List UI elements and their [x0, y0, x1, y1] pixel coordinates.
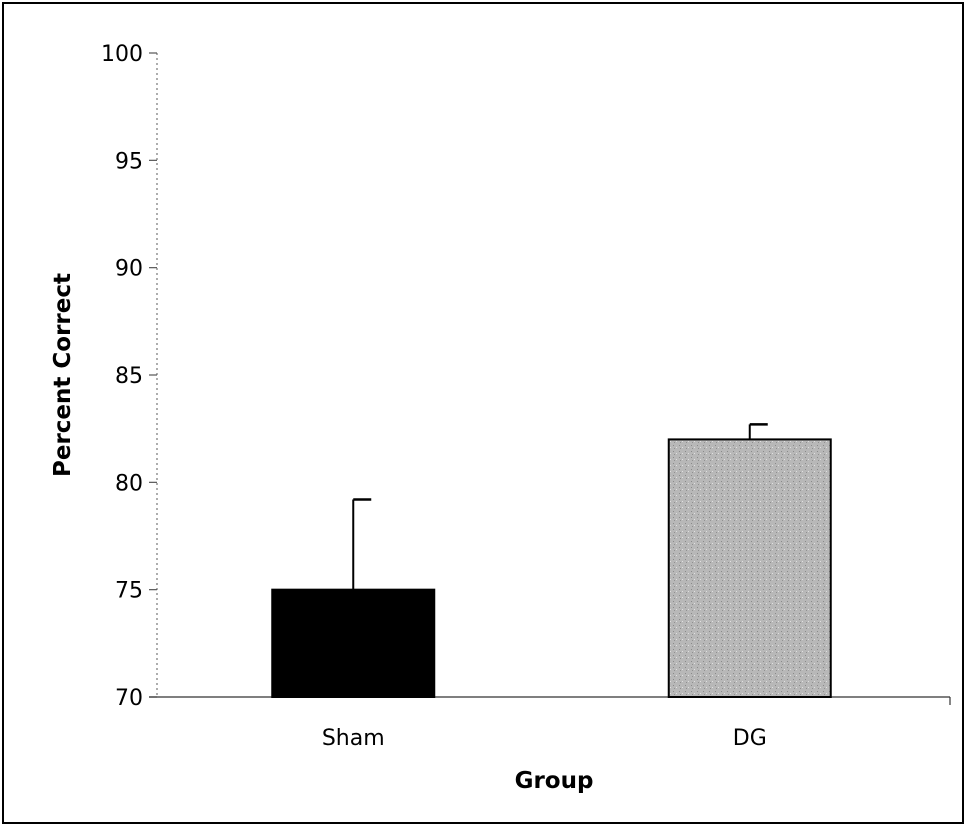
error-bars — [352, 423, 768, 590]
y-tick-label: 85 — [115, 364, 143, 389]
y-tick-label: 90 — [115, 257, 143, 282]
bars — [271, 438, 832, 699]
x-axis-title: Group — [515, 768, 594, 794]
bar-dg — [667, 438, 832, 698]
x-axis — [149, 696, 951, 705]
y-axis: 70 75 80 85 90 95 100 — [101, 42, 158, 711]
bar-sham — [271, 588, 436, 699]
y-tick-label: 100 — [101, 42, 143, 67]
y-tick-label: 80 — [115, 471, 143, 496]
y-tick-label: 70 — [115, 686, 143, 711]
y-tick-label: 95 — [115, 149, 143, 174]
x-tick-label: Sham — [322, 726, 385, 751]
labels: Sham DG — [322, 726, 767, 751]
x-tick-label: DG — [733, 726, 767, 751]
y-tick-label: 75 — [115, 579, 143, 604]
y-axis-title: Percent Correct — [50, 273, 76, 477]
